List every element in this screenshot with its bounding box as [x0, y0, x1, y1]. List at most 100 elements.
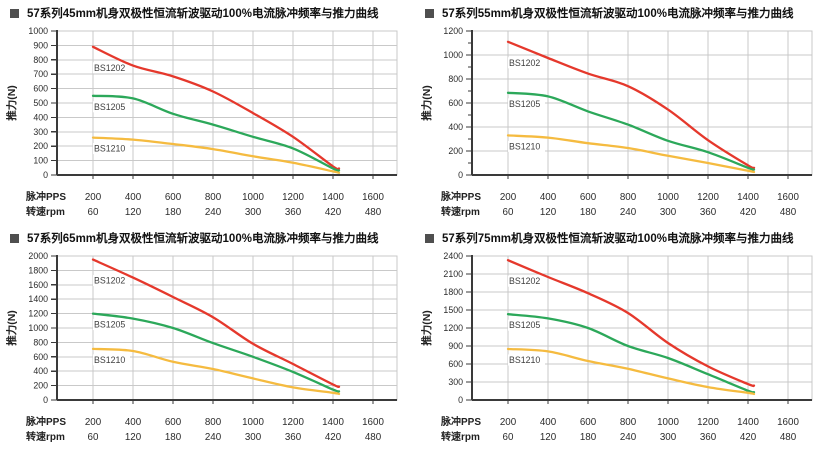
y-tick-label: 600 [448, 359, 463, 369]
x-tick-label-rpm: 480 [780, 432, 797, 443]
chart-title: 57系列75mm机身双极性恒流斩波驱动100%电流脉冲频率与推力曲线 [442, 233, 794, 245]
y-tick-label: 200 [448, 146, 463, 156]
x-tick-label-pps: 600 [165, 192, 182, 203]
y-tick-label: 400 [33, 366, 48, 376]
series-label: BS1205 [509, 99, 540, 109]
x-axis-row-pps-header: 脉冲PPS [440, 415, 481, 428]
x-tick-label-rpm: 180 [165, 207, 182, 218]
x-tick-label-pps: 800 [620, 417, 637, 428]
chart-cell-55mm: 57系列55mm机身双极性恒流斩波驱动100%电流脉冲频率与推力曲线 0 200 4… [415, 0, 830, 225]
chart-plot-55mm: 0 200 400 600 800 1000 1200 推力(N) 脉冲PPS 转速rpm 200 6… [420, 26, 813, 218]
y-tick-label: 2000 [28, 251, 48, 261]
x-tick-label-rpm: 240 [205, 432, 222, 443]
y-tick-label: 800 [448, 74, 463, 84]
x-tick-label-pps: 600 [165, 417, 182, 428]
series-label-bg [93, 101, 130, 113]
x-tick-label-pps: 1400 [737, 417, 759, 428]
series-label: BS1202 [94, 276, 125, 286]
x-tick-label-pps: 1000 [242, 192, 264, 203]
series-label-bg [93, 62, 130, 74]
y-tick-label: 0 [43, 395, 48, 405]
series-label: BS1205 [94, 102, 125, 112]
y-tick-label: 0 [43, 170, 48, 180]
y-tick-label: 900 [448, 341, 463, 351]
x-tick-label-rpm: 180 [580, 432, 597, 443]
chart-title: 57系列65mm机身双极性恒流斩波驱动100%电流脉冲频率与推力曲线 [27, 233, 379, 245]
x-tick-label-pps: 1200 [282, 192, 304, 203]
y-tick-label: 600 [33, 352, 48, 362]
chart-title: 57系列45mm机身双极性恒流斩波驱动100%电流脉冲频率与推力曲线 [27, 8, 379, 20]
series-label: BS1210 [94, 144, 125, 154]
chart-cell-65mm: 57系列65mm机身双极性恒流斩波驱动100%电流脉冲频率与推力曲线 0 200 4… [0, 225, 415, 450]
series-label: BS1210 [509, 355, 540, 365]
y-tick-label: 600 [448, 98, 463, 108]
x-axis-row-rpm-header: 转速rpm [26, 430, 65, 443]
x-tick-label-rpm: 60 [88, 432, 99, 443]
series-label-bg [93, 319, 130, 331]
x-tick-label-pps: 600 [580, 417, 597, 428]
series-label-bg [93, 275, 130, 287]
y-tick-label: 1000 [443, 50, 463, 60]
y-tick-label: 400 [33, 112, 48, 122]
x-tick-label-rpm: 360 [285, 207, 302, 218]
curve-BS1205 [91, 94, 341, 172]
y-tick-label: 1200 [28, 309, 48, 319]
x-tick-label-pps: 1000 [242, 417, 264, 428]
y-tick-label: 100 [33, 156, 48, 166]
x-axis-row-pps-header: 脉冲PPS [440, 190, 481, 203]
y-axis-title: 推力(N) [5, 310, 18, 346]
title-bullet-icon [10, 233, 19, 243]
series-label: BS1210 [94, 355, 125, 365]
x-tick-label-pps: 200 [85, 417, 102, 428]
x-tick-label-rpm: 60 [88, 207, 99, 218]
series-label: BS1202 [509, 276, 540, 286]
x-tick-label-pps: 1400 [322, 192, 344, 203]
chart-title: 57系列55mm机身双极性恒流斩波驱动100%电流脉冲频率与推力曲线 [442, 8, 794, 20]
series-label-bg [508, 98, 545, 110]
x-tick-label-pps: 400 [540, 192, 557, 203]
x-tick-label-pps: 800 [620, 192, 637, 203]
y-tick-label: 200 [33, 141, 48, 151]
curve-BS1205 [506, 91, 756, 171]
chart-cell-45mm: 57系列45mm机身双极性恒流斩波驱动100%电流脉冲频率与推力曲线 0 100 2… [0, 0, 415, 225]
x-tick-label-pps: 1600 [362, 417, 384, 428]
y-tick-label: 1000 [28, 26, 48, 36]
y-tick-label: 1000 [28, 323, 48, 333]
title-bullet-icon [10, 8, 19, 18]
curve-BS1210 [506, 347, 756, 396]
chart-title-row: 57系列75mm机身双极性恒流斩波驱动100%电流脉冲频率与推力曲线 [425, 230, 793, 246]
x-tick-label-rpm: 240 [620, 207, 637, 218]
x-tick-label-pps: 1400 [322, 417, 344, 428]
x-tick-label-pps: 200 [85, 192, 102, 203]
x-tick-label-rpm: 120 [540, 207, 557, 218]
x-tick-label-pps: 200 [500, 417, 517, 428]
y-tick-label: 1800 [28, 265, 48, 275]
x-tick-label-pps: 800 [205, 417, 222, 428]
x-tick-label-pps: 600 [580, 192, 597, 203]
series-label: BS1210 [509, 141, 540, 151]
x-tick-label-pps: 1400 [737, 192, 759, 203]
x-tick-label-rpm: 480 [365, 207, 382, 218]
y-tick-label: 2400 [443, 251, 463, 261]
x-tick-label-pps: 400 [540, 417, 557, 428]
x-tick-label-pps: 200 [500, 192, 517, 203]
x-tick-label-rpm: 420 [740, 207, 757, 218]
y-tick-label: 1800 [443, 287, 463, 297]
chart-title-row: 57系列65mm机身双极性恒流斩波驱动100%电流脉冲频率与推力曲线 [10, 230, 378, 246]
curve-BS1210 [506, 134, 756, 174]
x-tick-label-pps: 1200 [697, 417, 719, 428]
title-bullet-icon [425, 8, 434, 18]
y-tick-label: 300 [33, 127, 48, 137]
x-tick-label-rpm: 300 [245, 432, 262, 443]
x-tick-label-rpm: 300 [245, 207, 262, 218]
x-tick-label-pps: 1600 [362, 192, 384, 203]
chart-title-row: 57系列45mm机身双极性恒流斩波驱动100%电流脉冲频率与推力曲线 [10, 5, 378, 21]
y-tick-label: 1600 [28, 280, 48, 290]
x-tick-label-pps: 800 [205, 192, 222, 203]
series-label-bg [93, 143, 130, 155]
y-tick-label: 200 [33, 381, 48, 391]
title-bullet-icon [425, 233, 434, 243]
chart-title-row: 57系列55mm机身双极性恒流斩波驱动100%电流脉冲频率与推力曲线 [425, 5, 793, 21]
x-tick-label-pps: 1600 [777, 192, 799, 203]
x-tick-label-rpm: 240 [620, 432, 637, 443]
